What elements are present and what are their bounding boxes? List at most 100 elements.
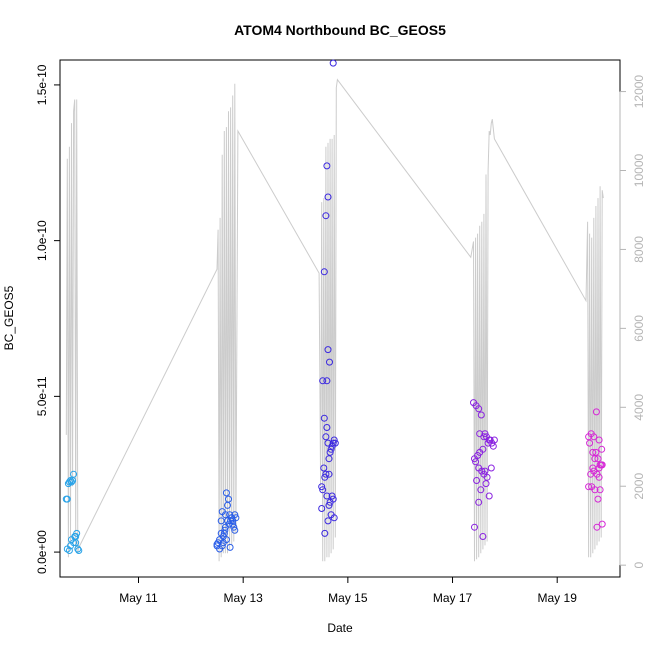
data-point — [594, 495, 602, 503]
data-point — [323, 424, 331, 431]
data-point — [225, 495, 232, 503]
data-point — [229, 517, 237, 525]
data-point — [486, 436, 494, 444]
altitude-line — [65, 78, 604, 562]
data-point — [329, 59, 337, 67]
y2-tick-label: 12000 — [632, 75, 646, 109]
y2-tick-label: 6000 — [632, 315, 646, 342]
y2-tick-label: 10000 — [632, 153, 646, 187]
data-point — [598, 520, 606, 528]
data-point — [320, 268, 328, 276]
data-point — [324, 193, 332, 201]
data-points-layer — [62, 59, 606, 554]
data-point — [475, 498, 483, 506]
y-tick-label: 5.0e-11 — [35, 376, 49, 416]
y-tick-label: 1.0e-10 — [35, 220, 49, 261]
x-tick-label: May 15 — [328, 591, 368, 605]
data-point — [75, 547, 83, 554]
axes-layer: May 11 May 13 May 15 May 17 May 19 0.0e+00 5.0… — [35, 64, 646, 605]
chart-title: ATOM4 Northbound BC_GEOS5 — [234, 22, 446, 38]
data-point — [67, 542, 74, 550]
data-point — [328, 492, 336, 500]
data-point — [586, 439, 594, 447]
data-point — [70, 470, 78, 478]
data-point — [323, 377, 331, 385]
data-point — [322, 433, 330, 441]
y-axis-label: BC_GEOS5 — [2, 285, 16, 350]
data-point — [594, 455, 602, 463]
altitude-line-layer — [65, 78, 604, 562]
data-point — [330, 514, 338, 522]
data-point — [589, 448, 597, 456]
plot-frame — [59, 59, 621, 578]
series-4 — [470, 399, 498, 540]
data-point — [65, 478, 73, 486]
data-point — [592, 408, 600, 416]
data-point — [596, 486, 604, 494]
data-point — [67, 477, 74, 484]
data-point — [326, 448, 334, 456]
x-tick-label: May 11 — [119, 591, 158, 605]
data-point — [471, 523, 478, 531]
data-point — [322, 470, 330, 478]
data-point — [326, 358, 333, 366]
data-point — [325, 501, 333, 509]
data-point — [324, 517, 332, 525]
data-point — [593, 523, 601, 531]
data-point — [595, 436, 603, 444]
data-point — [331, 439, 339, 447]
data-point — [475, 405, 483, 413]
data-point — [477, 486, 485, 494]
data-point — [74, 545, 82, 553]
data-point — [323, 492, 331, 500]
data-point — [477, 411, 485, 419]
data-point — [479, 533, 487, 540]
data-point — [321, 529, 329, 537]
data-point — [325, 470, 333, 478]
y2-tick-label: 0 — [632, 562, 646, 569]
data-point — [68, 478, 75, 486]
data-point — [481, 467, 489, 475]
data-point — [323, 162, 331, 170]
y2-tick-label: 8000 — [632, 236, 646, 263]
series-1 — [62, 470, 83, 554]
data-point — [222, 536, 230, 544]
data-point — [320, 414, 328, 422]
data-point — [487, 464, 495, 472]
data-point — [228, 514, 236, 522]
data-point — [485, 492, 493, 500]
data-point — [591, 486, 599, 494]
data-point — [318, 505, 326, 512]
series-2 — [213, 489, 240, 553]
data-point — [479, 445, 487, 453]
data-point — [597, 461, 605, 469]
y2-tick-label: 4000 — [632, 394, 646, 421]
data-point — [472, 458, 480, 466]
data-point — [589, 464, 597, 472]
data-point — [489, 442, 497, 450]
data-point — [320, 464, 328, 472]
x-tick-label: May 13 — [223, 591, 263, 605]
data-point — [226, 543, 234, 551]
series-3 — [318, 59, 339, 537]
data-point — [481, 430, 489, 438]
data-point — [73, 529, 81, 537]
data-point — [473, 477, 481, 484]
x-tick-label: May 17 — [433, 591, 473, 605]
data-point — [592, 448, 600, 456]
data-point — [595, 473, 603, 481]
data-point — [217, 529, 225, 537]
data-point — [327, 445, 335, 453]
data-point — [319, 486, 327, 494]
series-5 — [585, 408, 606, 531]
data-point — [598, 445, 606, 453]
data-point — [330, 436, 338, 444]
data-point — [319, 377, 327, 385]
data-point — [65, 547, 73, 554]
data-point — [213, 540, 221, 548]
y-tick-label: 1.5e-10 — [35, 64, 49, 105]
data-point — [322, 212, 330, 220]
data-point — [318, 483, 326, 491]
data-point — [585, 483, 593, 491]
